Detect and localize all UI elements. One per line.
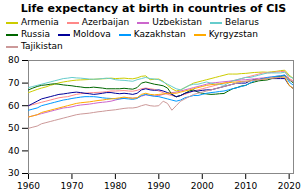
html-text:Armenia: Armenia <box>21 17 59 27</box>
svg-text:70: 70 <box>8 78 20 88</box>
svg-text:2010: 2010 <box>234 181 257 191</box>
html-text:Belarus: Belarus <box>225 17 259 27</box>
svg-text:1960: 1960 <box>17 181 40 191</box>
svg-text:30: 30 <box>8 168 20 178</box>
svg-text:80: 80 <box>8 55 20 65</box>
html-text:Kyrgyzstan: Kyrgyzstan <box>208 29 258 39</box>
html-text:Kazakhstan: Kazakhstan <box>133 29 186 39</box>
html-text:Tajikistan: Tajikistan <box>21 41 63 51</box>
html-text:Azerbaijan: Azerbaijan <box>81 17 130 27</box>
svg-text:2000: 2000 <box>191 181 214 191</box>
html-text:Uzbekistan: Uzbekistan <box>152 17 202 27</box>
svg-text:1970: 1970 <box>60 181 83 191</box>
svg-text:60: 60 <box>8 101 20 111</box>
html-text:Moldova: Moldova <box>73 29 111 39</box>
svg-text:50: 50 <box>8 123 20 133</box>
svg-text:40: 40 <box>8 146 20 156</box>
html-text:Russia: Russia <box>21 29 50 39</box>
svg-text:2020: 2020 <box>278 181 301 191</box>
html-text:Life expectancy at birth in co: Life expectancy at birth in countries of… <box>20 2 287 15</box>
svg-text:1990: 1990 <box>147 181 170 191</box>
svg-text:1980: 1980 <box>104 181 127 191</box>
